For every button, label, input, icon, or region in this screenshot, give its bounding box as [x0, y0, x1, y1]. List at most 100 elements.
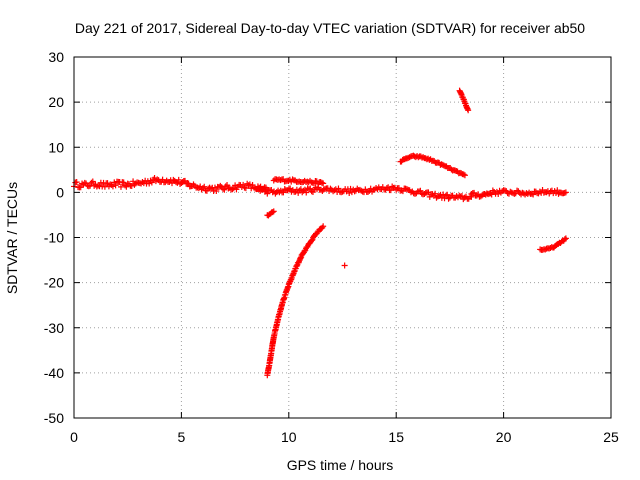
data-point	[201, 183, 208, 190]
data-point	[332, 186, 339, 193]
data-point	[504, 190, 511, 197]
x-tick-label: 5	[178, 429, 186, 445]
data-point	[73, 179, 80, 186]
data-point	[242, 185, 249, 192]
series-arc-recovery	[264, 223, 327, 379]
y-tick-label: 10	[48, 139, 64, 155]
y-tick-label: -20	[44, 275, 64, 291]
series-band-early	[71, 175, 271, 195]
data-point	[562, 235, 569, 242]
data-point	[442, 192, 449, 199]
data-point	[367, 185, 374, 192]
data-point	[522, 191, 529, 198]
data-point	[562, 189, 569, 196]
data-point	[112, 182, 119, 189]
data-point	[104, 180, 111, 187]
data-point	[194, 184, 201, 191]
series-band-late	[468, 186, 569, 200]
x-axis-label: GPS time / hours	[287, 457, 394, 473]
data-point	[88, 179, 95, 186]
data-point	[495, 190, 502, 197]
data-point	[501, 187, 508, 194]
data-point	[270, 208, 277, 215]
data-point	[77, 184, 84, 191]
data-point	[264, 190, 271, 197]
data-point	[335, 185, 342, 192]
series-steep-upper	[456, 87, 472, 114]
grid-lines	[74, 57, 611, 418]
data-point	[240, 181, 247, 188]
data-point	[301, 177, 308, 184]
data-point	[461, 194, 468, 201]
data-point	[320, 180, 327, 187]
data-point	[303, 189, 310, 196]
axis-ticks: 0 5 10 15 20 25 -50 -40 -30 -20 -10 0 10 20 30	[44, 49, 619, 445]
data-point	[109, 183, 116, 190]
data-point	[417, 187, 424, 194]
data-point	[123, 183, 130, 190]
y-tick-label: 30	[48, 49, 64, 65]
data-point	[373, 185, 380, 192]
data-point	[530, 191, 537, 198]
data-point	[561, 236, 568, 243]
x-tick-label: 15	[388, 429, 404, 445]
y-tick-label: 20	[48, 94, 64, 110]
data-point	[117, 183, 124, 190]
data-point	[432, 190, 439, 197]
series-isolated-b	[341, 262, 348, 269]
data-point	[128, 182, 135, 189]
y-tick-label: 0	[56, 184, 64, 200]
data-point	[304, 178, 311, 185]
data-point	[120, 179, 127, 186]
data-point	[175, 176, 182, 183]
series-band-mid-upper	[270, 176, 327, 187]
y-axis-label: SDTVAR / TECUs	[4, 182, 20, 294]
data-point	[471, 189, 478, 196]
data-point	[320, 186, 327, 193]
data-point	[146, 180, 153, 187]
data-point	[511, 190, 518, 197]
series-isolated-a	[264, 208, 277, 219]
data-points	[71, 87, 569, 379]
data-point	[407, 189, 414, 196]
x-tick-label: 25	[603, 429, 619, 445]
data-point	[289, 176, 296, 183]
y-tick-label: -10	[44, 230, 64, 246]
data-point	[543, 189, 550, 196]
data-point	[445, 195, 452, 202]
data-point	[444, 191, 451, 198]
data-point	[307, 185, 314, 192]
series-late-short	[537, 235, 569, 253]
data-point	[526, 189, 533, 196]
data-point	[460, 171, 467, 178]
data-point	[148, 179, 155, 186]
y-tick-label: -40	[44, 365, 64, 381]
data-point	[217, 182, 224, 189]
data-point	[151, 175, 158, 182]
data-point	[320, 223, 327, 230]
data-point	[221, 186, 228, 193]
data-point	[403, 186, 410, 193]
data-point	[351, 188, 358, 195]
data-point	[346, 189, 353, 196]
data-point	[292, 177, 299, 184]
y-tick-label: -50	[44, 410, 64, 426]
data-point	[468, 190, 475, 197]
data-point	[465, 107, 472, 114]
x-tick-label: 0	[70, 429, 78, 445]
chart-title: Day 221 of 2017, Sidereal Day-to-day VTE…	[75, 20, 585, 36]
data-point	[213, 187, 220, 194]
x-tick-label: 20	[496, 429, 512, 445]
data-point	[95, 182, 102, 189]
data-point	[230, 185, 237, 192]
x-tick-label: 10	[281, 429, 297, 445]
data-point	[358, 187, 365, 194]
y-tick-label: -30	[44, 320, 64, 336]
data-point	[341, 262, 348, 269]
data-point	[89, 178, 96, 185]
data-point	[347, 185, 354, 192]
series-arc-rising	[397, 152, 468, 179]
data-point	[224, 182, 231, 189]
data-point	[327, 185, 334, 192]
